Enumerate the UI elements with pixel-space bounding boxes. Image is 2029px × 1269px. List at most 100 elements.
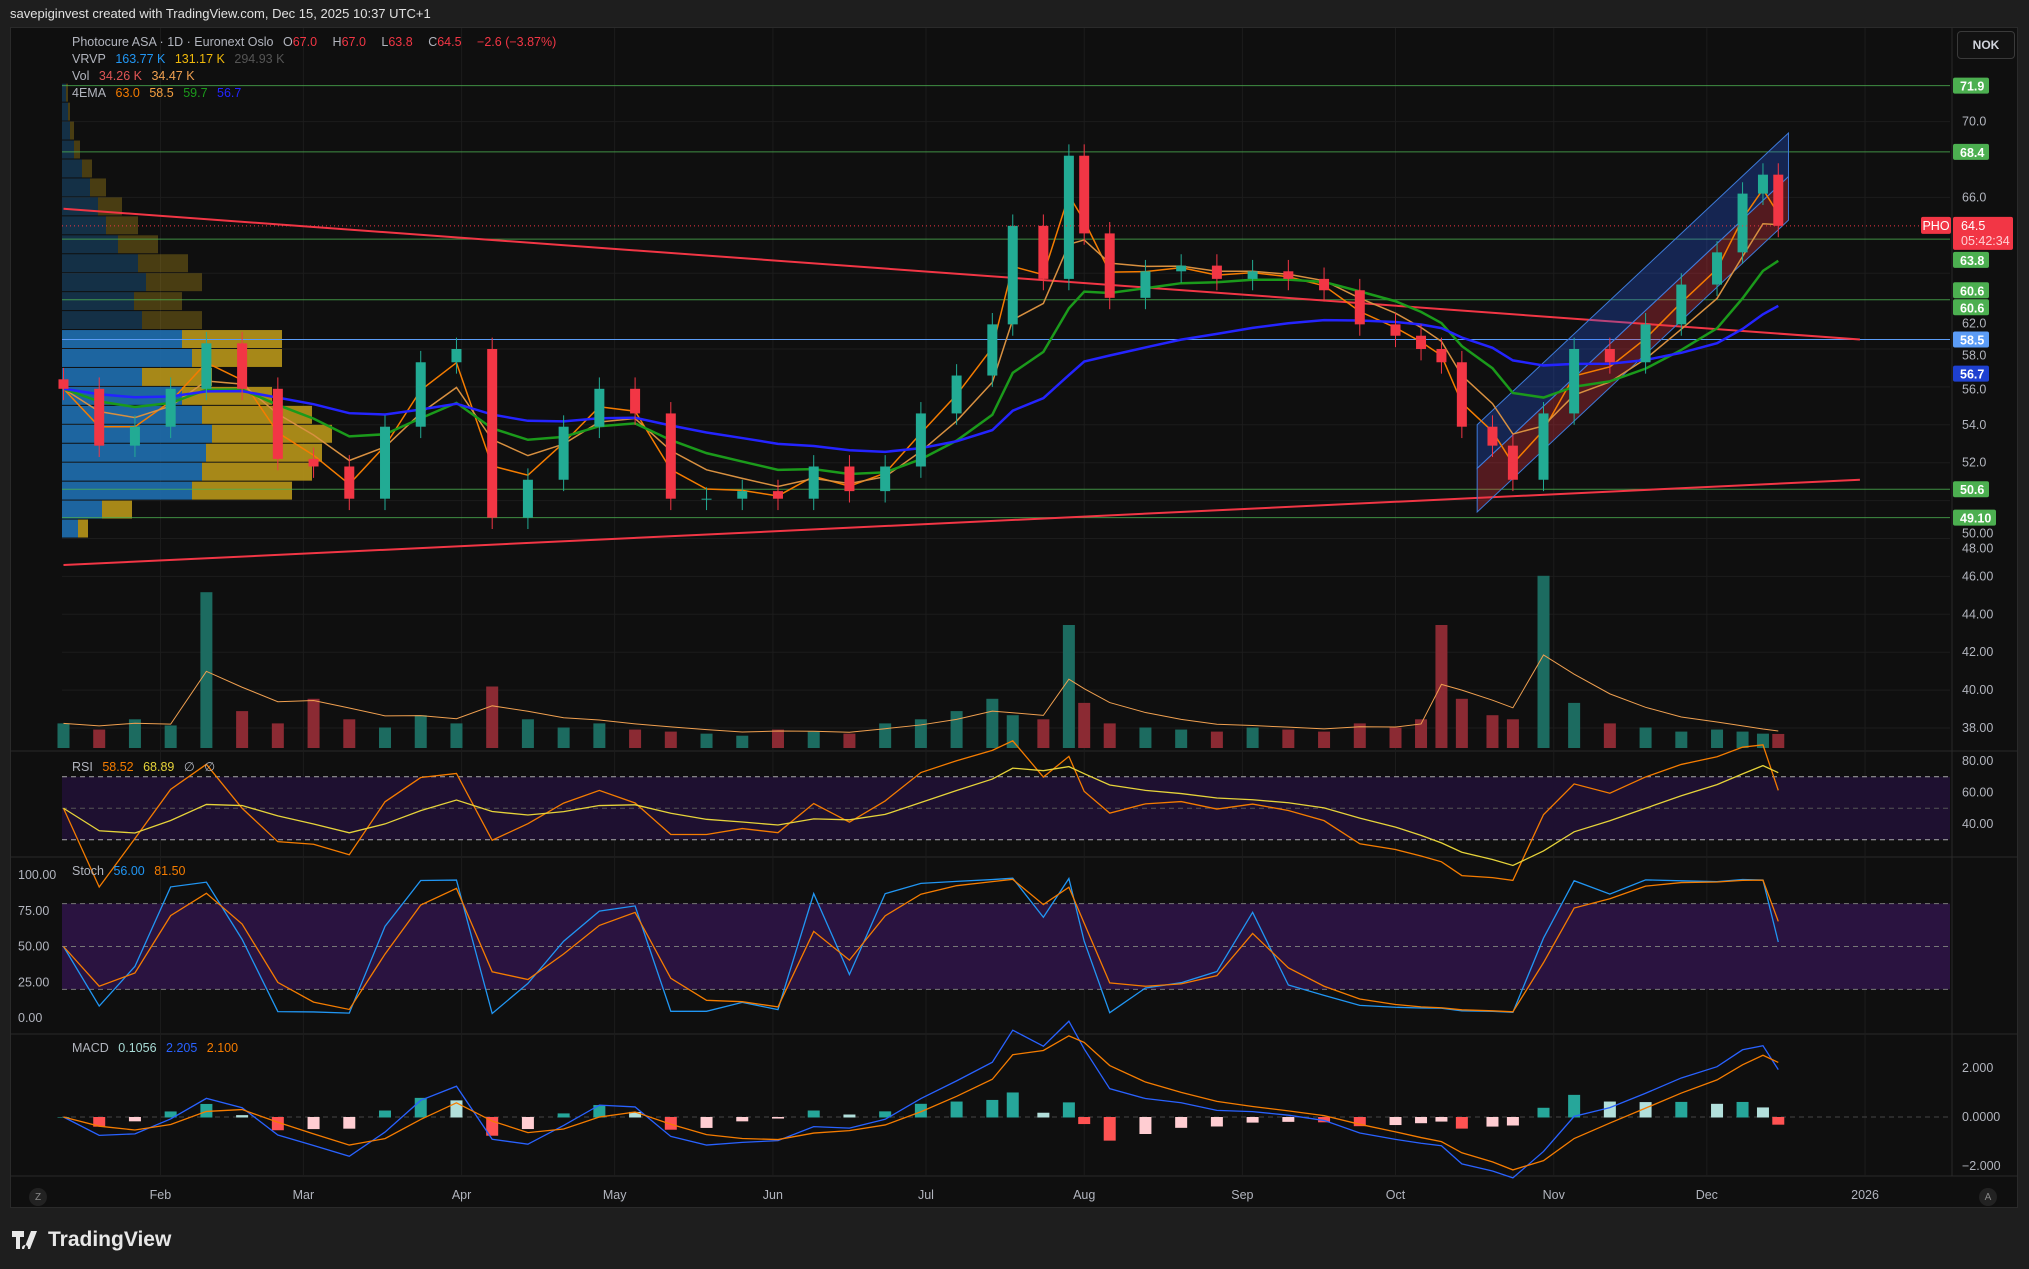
volume-bar xyxy=(593,723,606,748)
volume-bar xyxy=(1537,575,1550,748)
candle-body xyxy=(165,388,176,427)
volume-bar xyxy=(128,719,141,748)
volume-profile-down-bar xyxy=(134,292,182,311)
level-axis-tag xyxy=(1953,251,1989,268)
macd-histogram-bar xyxy=(200,1103,213,1118)
candle-body xyxy=(987,324,998,376)
volume-bar xyxy=(1282,729,1295,748)
volume-bar xyxy=(1639,727,1652,748)
open-value: O67.0 xyxy=(282,35,318,49)
macd-histogram-bar xyxy=(700,1117,713,1128)
level-axis-tag xyxy=(1953,331,1989,348)
symbol-legend[interactable]: Photocure ASA · 1D · Euronext Oslo O67.0… xyxy=(72,35,562,49)
macd-histogram-bar xyxy=(128,1117,141,1122)
trendline[interactable] xyxy=(63,207,1861,341)
time-axis-label: Sep xyxy=(1231,1188,1253,1202)
macd-histogram-bar xyxy=(807,1110,820,1118)
ema-legend[interactable]: 4EMA 63.0 58.5 59.7 56.7 xyxy=(72,86,247,100)
volume-profile-down-bar xyxy=(138,254,188,273)
price-axis-label: 48.00 xyxy=(1962,542,1993,556)
last-price-value: 64.5 xyxy=(1961,219,1985,233)
volume-bar xyxy=(557,727,570,748)
level-axis-tag xyxy=(1953,481,1989,498)
ema-2-value: 58.5 xyxy=(149,86,174,100)
ema-line-2 xyxy=(63,222,1779,488)
currency-button[interactable]: NOK xyxy=(1957,31,2015,59)
price-axis-label: 70.0 xyxy=(1962,115,1986,129)
volume-bar xyxy=(57,723,70,748)
tradingview-logo[interactable]: TradingView xyxy=(12,1228,171,1252)
volume-profile-up-bar xyxy=(62,462,202,481)
volume-bar xyxy=(879,723,892,748)
volume-profile-up-bar xyxy=(62,349,192,367)
volume-profile-down-bar xyxy=(202,462,312,481)
volume-bar xyxy=(1062,625,1075,748)
volume-profile-up-bar xyxy=(62,102,68,121)
time-axis-label: May xyxy=(603,1188,627,1202)
candle-body xyxy=(58,379,69,389)
chart-container[interactable] xyxy=(10,27,2018,1208)
volume-profile-down-bar xyxy=(192,349,282,367)
macd-histogram-bar xyxy=(1675,1101,1688,1118)
rsi-legend[interactable]: RSI 58.52 68.89 ∅ ∅ xyxy=(72,759,221,774)
volume-profile-up-bar xyxy=(62,273,146,292)
level-axis-value: 60.6 xyxy=(1960,301,1984,315)
volume-profile-up-bar xyxy=(62,254,138,273)
auto-scale-button[interactable]: A xyxy=(1979,1188,1997,1206)
macd-legend[interactable]: MACD 0.1056 2.205 2.100 xyxy=(72,1041,244,1055)
candle-body xyxy=(1211,265,1222,279)
rsi-axis-label: 40.00 xyxy=(1962,817,1993,831)
volume-profile-up-bar xyxy=(62,292,134,311)
volume-bar xyxy=(1103,723,1116,748)
volume-legend[interactable]: Vol 34.26 K 34.47 K xyxy=(72,69,201,83)
level-axis-tag xyxy=(1953,299,1989,316)
candle-body xyxy=(1283,271,1294,279)
volume-bar xyxy=(1711,729,1724,748)
volume-bar xyxy=(1175,729,1188,748)
close-value: C64.5 xyxy=(428,35,462,49)
time-axis-label: Apr xyxy=(452,1188,471,1202)
candle-body xyxy=(1640,324,1651,363)
rsi-ma-value: 68.89 xyxy=(143,760,175,774)
volume-profile-down-bar xyxy=(202,405,312,424)
channel-lower-fill[interactable] xyxy=(1476,175,1789,514)
level-axis-value: 68.4 xyxy=(1960,146,1984,160)
candle-body xyxy=(1063,155,1074,279)
symbol-tag-text: PHO xyxy=(1922,219,1949,233)
vrvp-legend[interactable]: VRVP 163.77 K 131.17 K 294.93 K xyxy=(72,52,290,66)
vol-label: Vol xyxy=(72,69,90,83)
stoch-legend[interactable]: Stoch 56.00 81.50 xyxy=(72,864,192,878)
macd-histogram-bar xyxy=(1711,1103,1724,1118)
macd-axis-label: 2.000 xyxy=(1962,1061,1993,1075)
level-axis-tag xyxy=(1953,77,1989,94)
macd-histogram-bar xyxy=(1037,1112,1050,1118)
candle-body xyxy=(808,466,819,499)
volume-bar xyxy=(486,686,499,748)
volume-profile-up-bar xyxy=(62,140,74,159)
volume-bar xyxy=(1415,719,1428,748)
stoch-axis-label: 0.00 xyxy=(18,1011,42,1025)
volume-bar xyxy=(1006,715,1019,748)
volume-bar xyxy=(1506,719,1519,748)
candle-body xyxy=(1773,174,1784,226)
rsi-value: 58.52 xyxy=(102,760,134,774)
macd-histogram-bar xyxy=(1062,1102,1075,1118)
macd-histogram-bar xyxy=(557,1113,570,1118)
high-value: H67.0 xyxy=(332,35,366,49)
macd-value: 2.205 xyxy=(166,1041,198,1055)
zoom-reset-button[interactable]: Z xyxy=(29,1188,47,1206)
volume-bar xyxy=(950,711,963,748)
stoch-k-value: 56.00 xyxy=(113,864,145,878)
candle-body xyxy=(1007,225,1018,325)
trendline[interactable] xyxy=(63,478,1860,567)
volume-profile-up-bar xyxy=(62,519,78,538)
level-axis-tag xyxy=(1953,509,1996,526)
candle-body xyxy=(1487,426,1498,446)
volume-bar xyxy=(664,731,677,748)
volume-profile-down-bar xyxy=(142,367,212,386)
candle-body xyxy=(1038,225,1049,279)
candle-body xyxy=(1247,271,1258,279)
candle-body xyxy=(1569,349,1580,414)
volume-bar xyxy=(914,719,927,748)
